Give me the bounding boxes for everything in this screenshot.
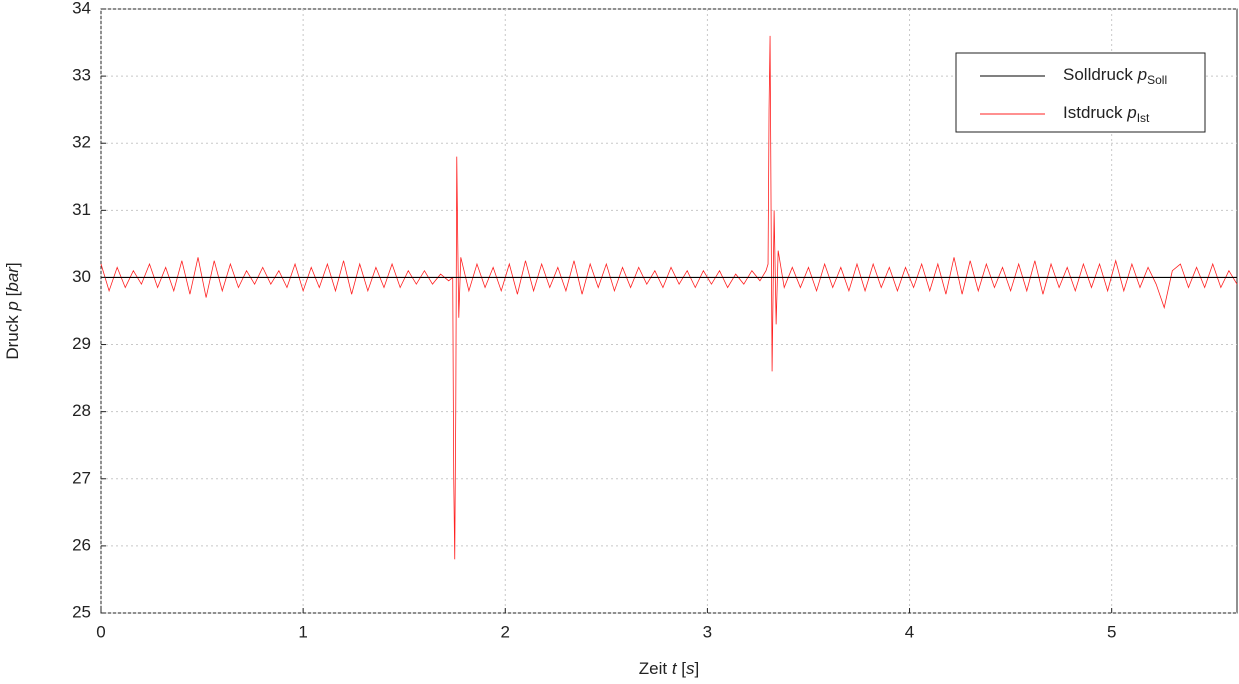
y-tick-label: 30 bbox=[72, 267, 91, 286]
label-part: s bbox=[686, 659, 695, 678]
legend-symbol: p bbox=[1137, 65, 1147, 84]
y-tick-label: 33 bbox=[72, 66, 91, 85]
grid bbox=[100, 8, 1237, 614]
legend-name: Istdruck bbox=[1063, 103, 1127, 122]
label-part: ] bbox=[3, 262, 22, 267]
y-tick-label: 31 bbox=[72, 200, 91, 219]
label-part: p bbox=[3, 301, 22, 311]
label-part: t bbox=[672, 659, 678, 678]
legend-box bbox=[955, 52, 1206, 133]
label-part: ] bbox=[695, 659, 700, 678]
legend-label: Solldruck pSoll bbox=[1063, 65, 1167, 87]
x-tick-label: 1 bbox=[298, 622, 307, 641]
label-part: Zeit bbox=[639, 659, 672, 678]
legend-label: Istdruck pIst bbox=[1063, 103, 1150, 125]
label-part: [ bbox=[677, 659, 687, 678]
y-tick-label: 34 bbox=[72, 0, 91, 17]
x-tick-label: 0 bbox=[96, 622, 105, 641]
data-line bbox=[100, 35, 1238, 560]
x-tick-label: 5 bbox=[1107, 622, 1116, 641]
x-axis-label: Zeit t [s] bbox=[639, 659, 699, 678]
legend-symbol: p bbox=[1126, 103, 1136, 122]
y-tick-label: 28 bbox=[72, 401, 91, 420]
y-tick-label: 27 bbox=[72, 468, 91, 487]
label-part: Druck bbox=[3, 311, 22, 360]
x-tick-label: 3 bbox=[703, 622, 712, 641]
x-tick-label: 2 bbox=[501, 622, 510, 641]
legend-subscript: Soll bbox=[1147, 73, 1167, 87]
y-axis-label: Druck p [bar] bbox=[3, 262, 22, 359]
y-tick-label: 32 bbox=[72, 133, 91, 152]
legend-name: Solldruck bbox=[1063, 65, 1138, 84]
label-part: bar bbox=[3, 266, 22, 292]
y-tick-label: 26 bbox=[72, 535, 91, 554]
label-part: [ bbox=[3, 291, 22, 301]
x-tick-label: 4 bbox=[905, 622, 914, 641]
legend-subscript: Ist bbox=[1137, 111, 1150, 125]
lines bbox=[100, 35, 1238, 560]
y-tick-label: 29 bbox=[72, 334, 91, 353]
y-tick-label: 25 bbox=[72, 602, 91, 621]
